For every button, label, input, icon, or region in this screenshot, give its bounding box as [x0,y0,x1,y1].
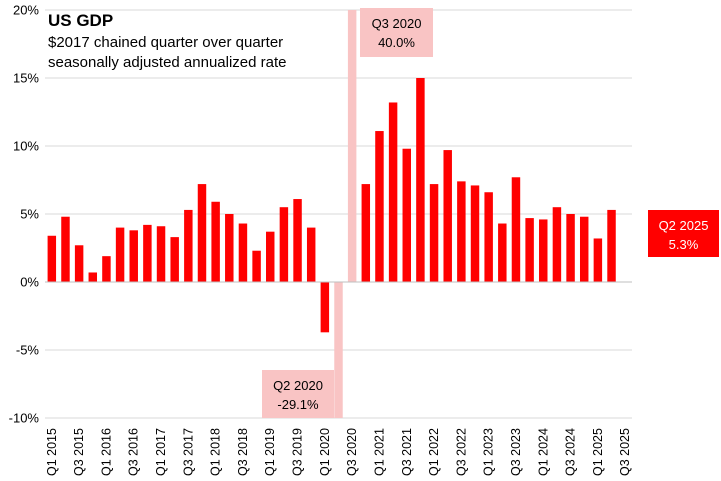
x-tick-label: Q1 2020 [318,428,332,476]
bar-q2-2016 [115,227,125,282]
y-tick-label: 15% [13,71,39,86]
annotation-value: 5.3% [669,237,699,252]
x-tick-label: Q1 2023 [482,428,496,476]
x-tick-label: Q1 2019 [263,428,277,476]
x-tick-label: Q1 2015 [45,428,59,476]
bar-q1-2020 [320,282,330,333]
bar-q1-2024 [539,219,548,282]
y-tick-label: 5% [20,207,39,222]
bar-q1-2025 [593,238,603,282]
x-tick-label: Q3 2024 [564,428,578,476]
bar-q3-2022 [457,181,466,282]
x-tick-label: Q3 2021 [400,428,414,476]
bar-q1-2022 [429,184,439,282]
bar-q4-2020 [361,184,371,282]
bar-q2-2018 [225,214,234,282]
x-tick-label: Q3 2015 [72,428,86,476]
x-tick-label: Q3 2016 [127,428,141,476]
annotation-label: Q3 2020 [372,16,422,31]
bar-q2-2025 [607,209,616,282]
bar-q1-2023 [484,192,493,282]
bar-q4-2022 [470,185,480,282]
bar-q1-2017 [156,226,166,282]
bar-q2-2020 [334,282,343,418]
x-tick-label: Q3 2017 [181,428,195,476]
bar-q1-2016 [102,256,111,282]
bar-q3-2016 [129,230,138,282]
bar-q2-2021 [388,102,398,282]
annotation-box [360,8,433,57]
bar-q4-2024 [579,216,589,282]
y-tick-label: 20% [13,3,39,18]
annotation-q2-2020: Q2 2020 -29.1% [262,370,334,418]
bar-q2-2017 [170,237,179,282]
bar-q3-2023 [511,177,521,282]
annotation-label: Q2 2020 [273,378,323,393]
chart-subtitle-line-2: seasonally adjusted annualized rate [48,54,287,71]
bar-q2-2019 [279,207,289,282]
x-axis-tick-labels: Q1 2015 Q3 2015 Q1 2016 Q3 2016 Q1 2017 Q3 20… [45,428,632,476]
annotation-box [262,370,334,418]
annotations: Q3 2020 40.0% Q2 2020 -29.1% Q2 2025 5.3% [262,8,719,418]
bar-q4-2019 [306,227,316,282]
bar-q1-2021 [375,131,384,282]
bar-q4-2021 [416,78,425,282]
x-tick-label: Q1 2017 [154,428,168,476]
y-tick-label: -5% [16,343,40,358]
bar-q1-2018 [211,201,220,282]
bar-q4-2018 [252,250,261,282]
bar-q3-2019 [293,199,302,282]
y-tick-label: 0% [20,275,39,290]
bar-q2-2015 [61,216,70,282]
chart-subtitle-line-1: $2017 chained quarter over quarter [48,34,283,51]
bar-q3-2018 [238,223,248,282]
x-tick-label: Q3 2025 [618,428,632,476]
x-tick-label: Q1 2024 [536,428,550,476]
bar-q4-2015 [88,272,98,282]
y-axis-tick-labels: -10% -5% 0% 5% 10% 15% 20% [9,3,40,426]
annotation-q2-2025: Q2 2025 5.3% [648,210,719,257]
annotation-value: -29.1% [277,397,319,412]
bar-q1-2019 [266,231,275,282]
bar-q2-2023 [498,223,507,282]
annotation-label: Q2 2025 [659,218,709,233]
x-tick-label: Q3 2018 [236,428,250,476]
x-tick-label: Q3 2019 [291,428,305,476]
bar-q4-2016 [143,224,152,282]
x-tick-label: Q1 2021 [372,428,386,476]
y-tick-label: -10% [9,411,40,426]
x-tick-label: Q3 2020 [345,428,359,476]
x-tick-label: Q1 2018 [209,428,223,476]
annotation-box [648,210,719,257]
x-tick-label: Q1 2022 [427,428,441,476]
x-tick-label: Q3 2023 [509,428,523,476]
bar-q3-2020 [347,10,357,282]
bar-q2-2024 [552,207,562,282]
bar-q1-2015 [47,235,57,282]
bar-q3-2021 [402,148,411,282]
bar-q4-2023 [525,218,534,282]
bar-q3-2015 [74,245,84,282]
y-tick-label: 10% [13,139,39,154]
x-tick-label: Q3 2022 [454,428,468,476]
bar-q2-2022 [443,150,452,282]
bar-q4-2017 [197,184,207,282]
x-tick-label: Q1 2016 [99,428,113,476]
chart-title: US GDP [48,11,113,30]
x-tick-label: Q1 2025 [591,428,605,476]
bars [47,10,616,418]
bar-q3-2024 [566,214,575,282]
annotation-q3-2020: Q3 2020 40.0% [360,8,433,57]
bar-q3-2017 [184,209,193,282]
annotation-value: 40.0% [378,35,415,50]
